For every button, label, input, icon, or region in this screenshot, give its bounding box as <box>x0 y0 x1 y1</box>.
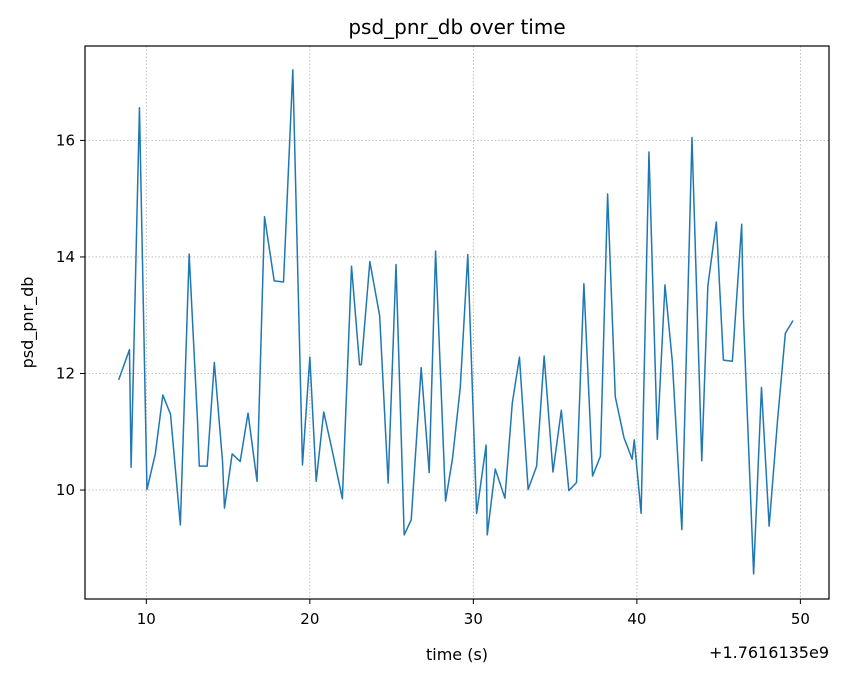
x-tick-label: 50 <box>791 610 810 628</box>
y-tick-label: 16 <box>56 131 75 149</box>
x-axis-label: time (s) <box>426 645 488 664</box>
grid <box>85 46 829 599</box>
x-tick-label: 40 <box>627 610 646 628</box>
x-tick-label: 10 <box>137 610 156 628</box>
y-axis-label: psd_pnr_db <box>18 277 38 369</box>
x-tick-label: 20 <box>300 610 319 628</box>
y-axis-ticks: 10 12 14 16 <box>56 131 85 499</box>
x-axis-offset-label: +1.7616135e9 <box>709 643 829 662</box>
chart-title: psd_pnr_db over time <box>348 15 565 39</box>
y-tick-label: 14 <box>56 248 75 266</box>
plot-area <box>84 45 830 600</box>
y-tick-label: 10 <box>56 481 75 499</box>
series-line-psd-pnr-db <box>117 69 794 575</box>
y-tick-label: 12 <box>56 364 75 382</box>
x-axis-ticks: 10 20 30 40 50 <box>137 599 810 628</box>
x-tick-label: 30 <box>464 610 483 628</box>
